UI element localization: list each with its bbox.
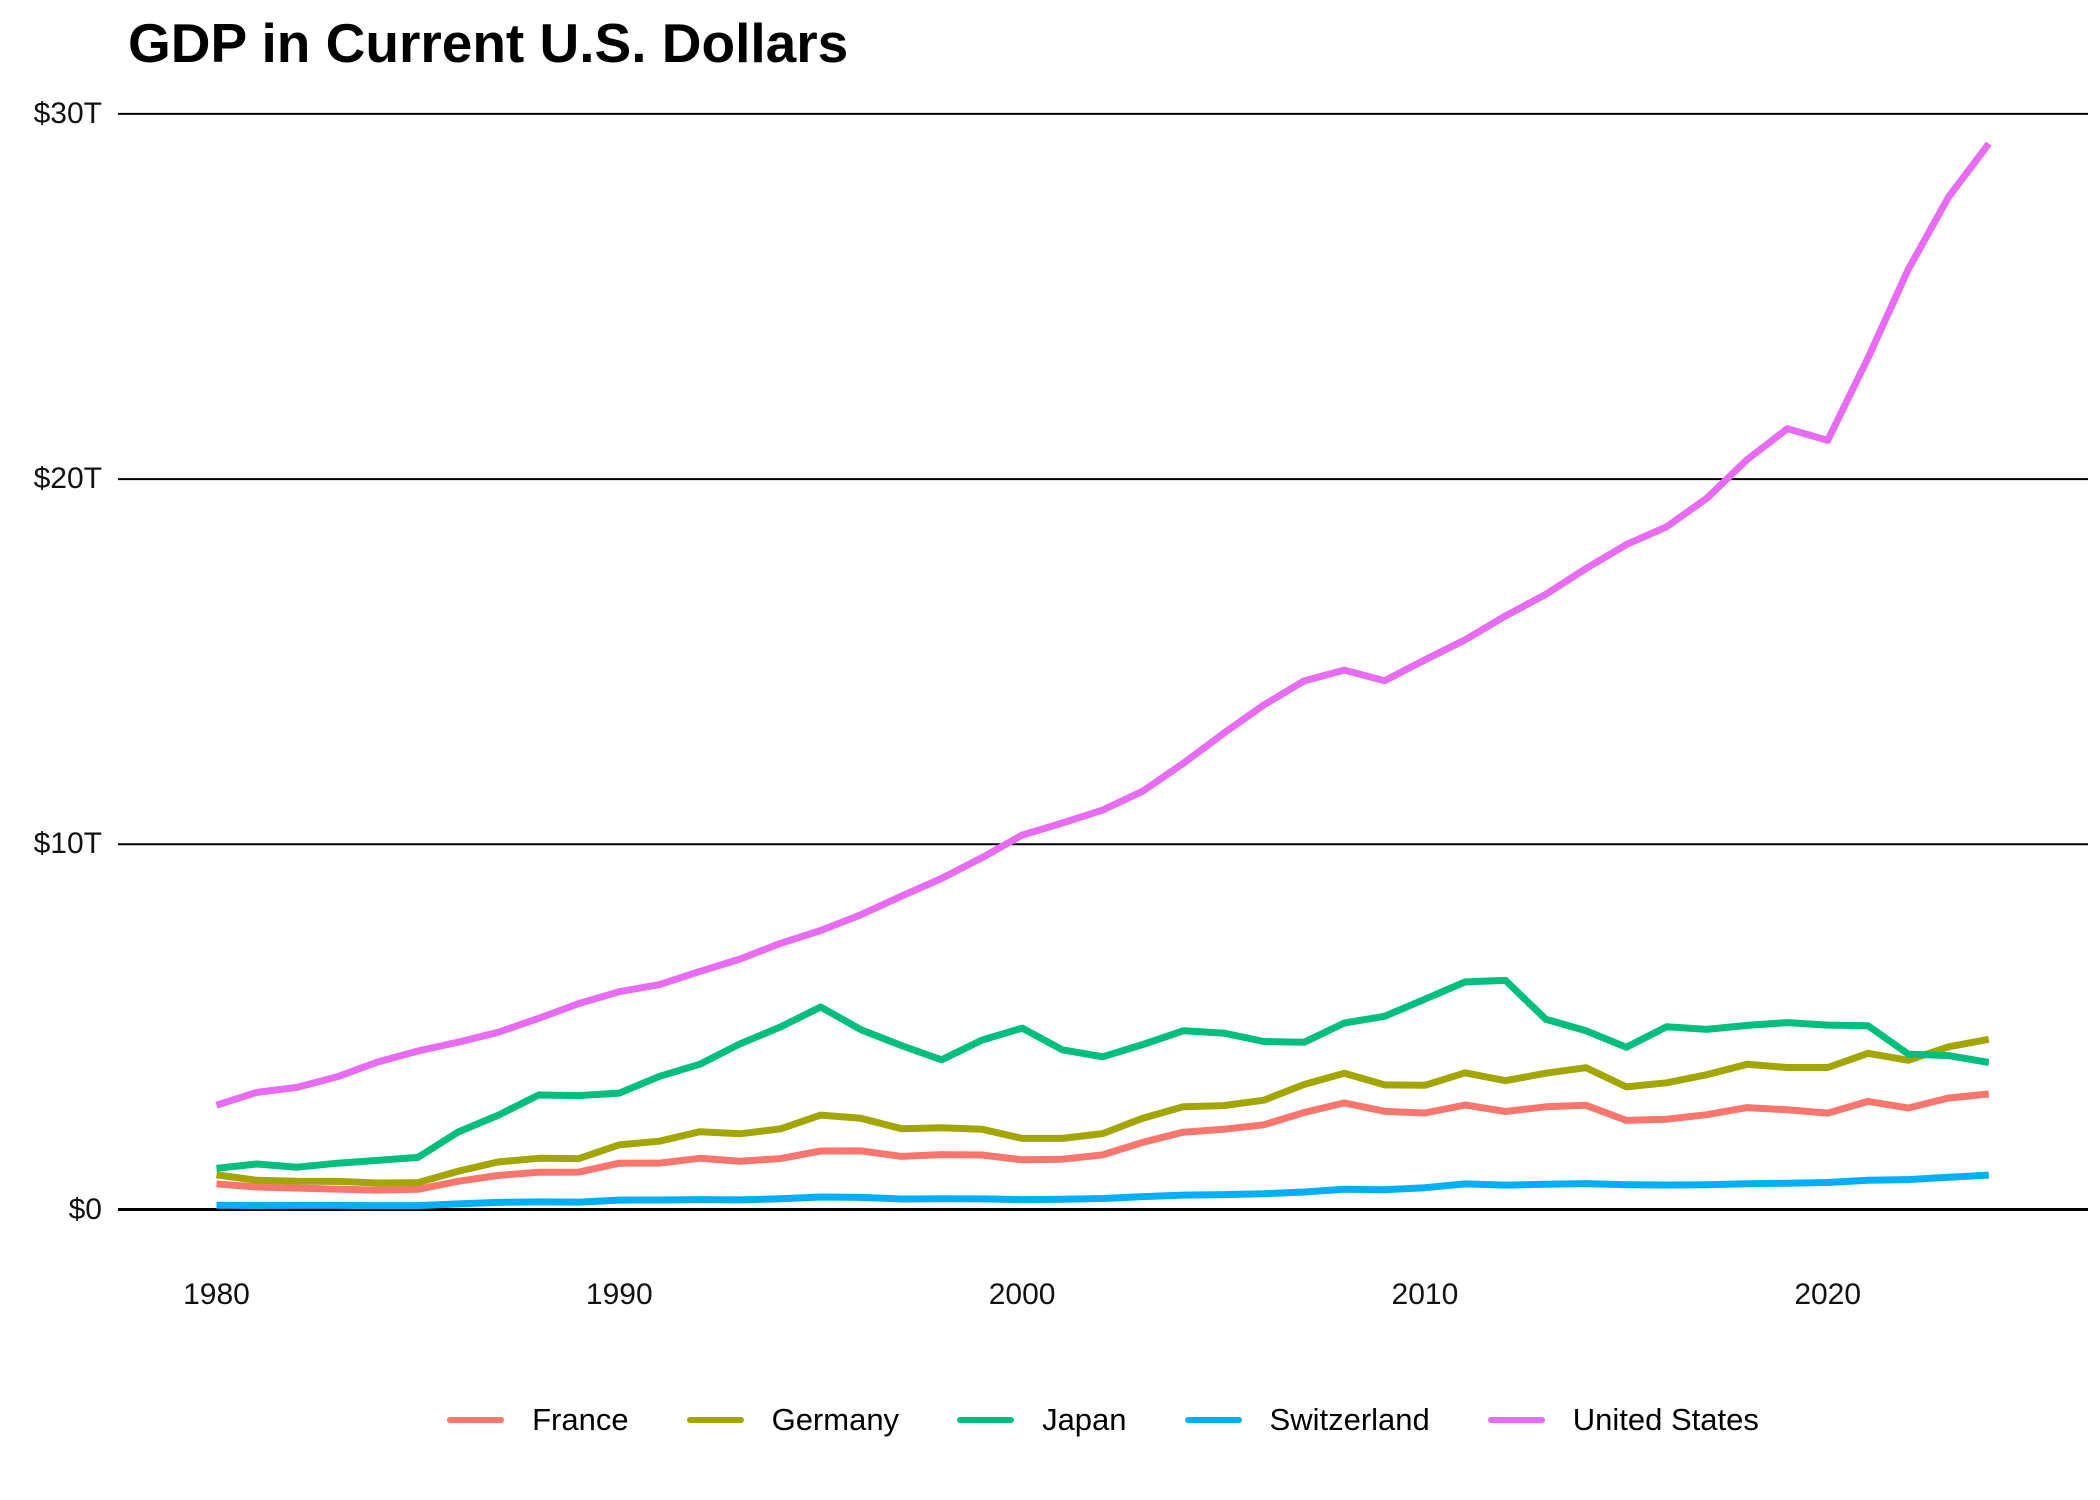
x-axis-label: 2000 — [988, 1278, 1056, 1311]
gridlines — [118, 112, 2088, 1211]
series-line-japan — [216, 976, 1990, 1172]
legend-item-japan: Japan — [957, 1400, 1127, 1440]
y-axis-label: $10T — [33, 827, 102, 861]
legend-item-united-states: United States — [1487, 1400, 1759, 1440]
legend-swatch — [1487, 1417, 1545, 1423]
legend-label: United States — [1572, 1402, 1759, 1437]
series-line-france — [216, 1090, 1990, 1194]
legend-swatch — [957, 1417, 1015, 1423]
legend-label: Switzerland — [1269, 1402, 1430, 1437]
series-line-germany — [216, 1035, 1990, 1187]
legend-item-switzerland: Switzerland — [1184, 1400, 1430, 1440]
y-axis-label: $20T — [33, 462, 102, 496]
legend-label: Japan — [1042, 1402, 1127, 1437]
x-axis-label: 2020 — [1794, 1278, 1862, 1311]
series-lines — [215, 141, 1992, 1210]
legend: France Germany Japan Switzerland United Stat… — [118, 1398, 2088, 1442]
x-axis-label: 1990 — [585, 1278, 653, 1311]
series-line-switzerland — [216, 1171, 1989, 1210]
legend-label: Germany — [771, 1402, 900, 1437]
legend-swatch — [686, 1417, 744, 1423]
legend-label: France — [532, 1402, 629, 1437]
y-axis-label: $0 — [68, 1192, 102, 1226]
x-axis-label: 2010 — [1391, 1278, 1459, 1311]
legend-item-germany: Germany — [686, 1400, 900, 1440]
x-axis-label: 1980 — [183, 1278, 250, 1311]
legend-swatch — [447, 1417, 505, 1423]
page-title: GDP in Current U.S. Dollars — [128, 12, 849, 74]
legend-swatch — [1184, 1417, 1242, 1423]
legend-item-france: France — [447, 1400, 629, 1440]
series-line-united-states — [215, 141, 1992, 1109]
y-axis-label: $30T — [33, 96, 102, 130]
